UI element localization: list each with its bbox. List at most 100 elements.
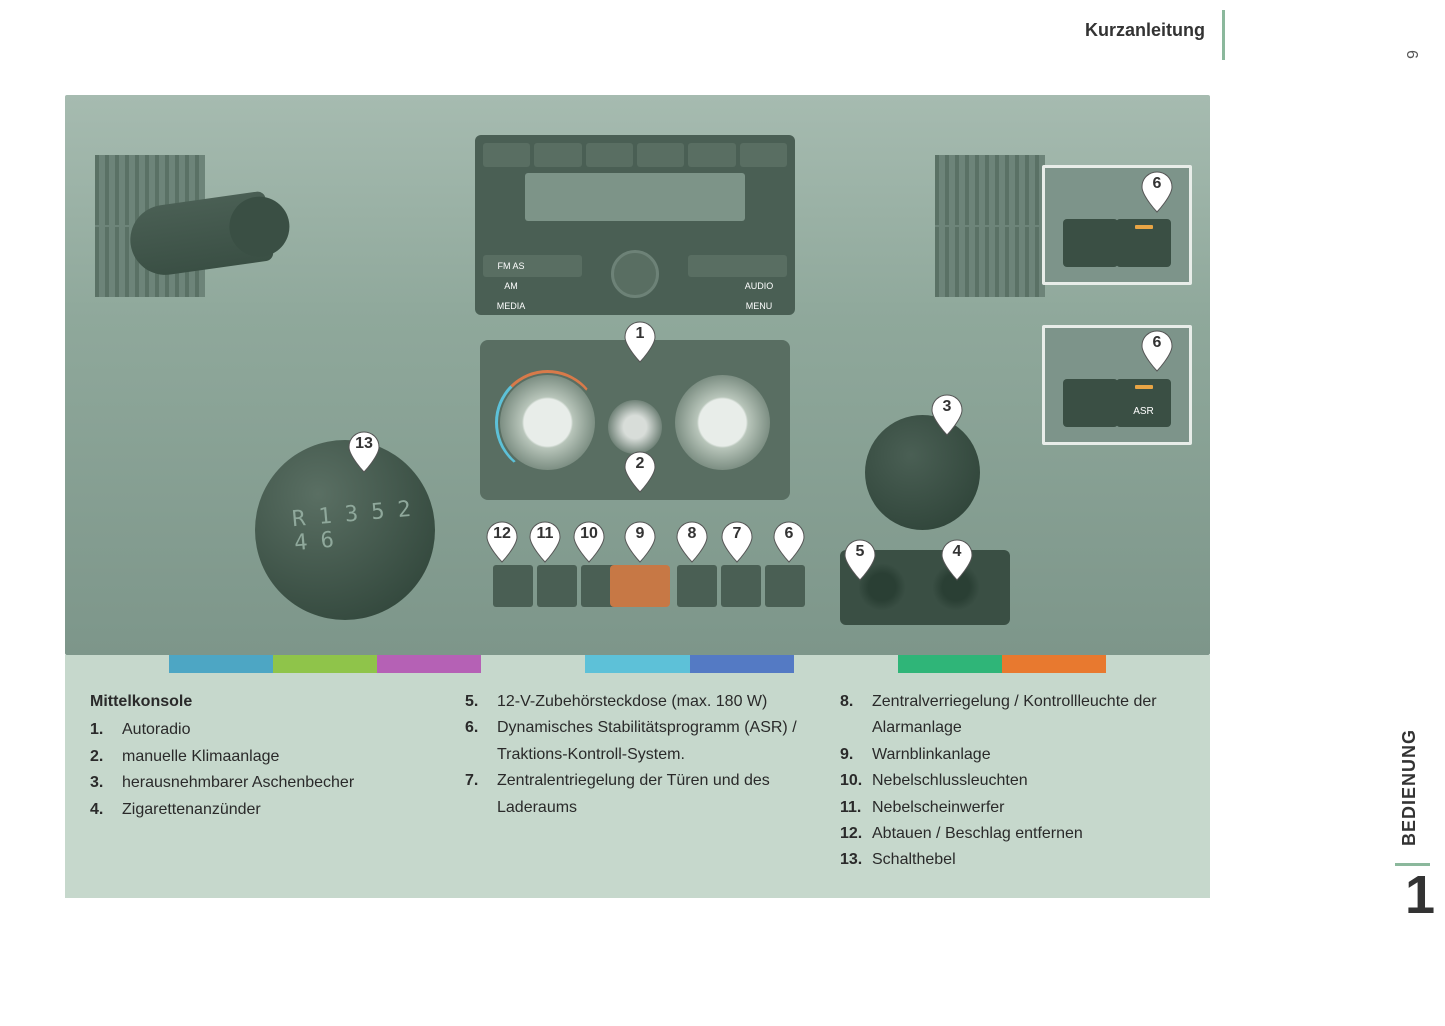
switch-row-right [677, 565, 805, 607]
color-segment [1106, 655, 1210, 673]
color-strip [65, 655, 1210, 673]
legend-item-number: 2. [90, 744, 114, 770]
legend-item-text: manuelle Klimaanlage [122, 744, 435, 770]
radio-label-fm: FM AS [487, 261, 535, 271]
radio-btn [534, 143, 581, 167]
color-segment [1002, 655, 1106, 673]
legend-item-number: 12. [840, 821, 864, 847]
legend-item-number: 5. [465, 689, 489, 715]
radio-label-audio: AUDIO [735, 281, 783, 291]
color-segment [65, 655, 169, 673]
gear-knob: R 1 3 5 2 4 6 [255, 440, 435, 620]
radio-btn [740, 143, 787, 167]
legend-item: 6.Dynamisches Stabilitätsprogramm (ASR) … [465, 715, 810, 768]
radio-btn [637, 143, 684, 167]
radio-btn [688, 143, 735, 167]
legend-item-text: Abtauen / Beschlag entfernen [872, 821, 1185, 847]
callout-marker-4: 4 [940, 538, 974, 582]
color-segment [794, 655, 898, 673]
legend-col-2: 5. 12-V-Zubehörsteckdose (max. 180 W)6.Dy… [465, 689, 810, 874]
legend-item: 1. Autoradio [90, 717, 435, 743]
legend-item-text: Zigarettenanzünder [122, 797, 435, 823]
radio-label-am: AM [487, 281, 535, 291]
legend-title: Mittelkonsole [90, 689, 435, 715]
legend-item-number: 9. [840, 742, 864, 768]
callout-marker-8: 8 [675, 520, 709, 564]
legend-item: 11.Nebelscheinwerfer [840, 795, 1185, 821]
legend-item-text: Warnblinkanlage [872, 742, 1185, 768]
legend-item: 13. Schalthebel [840, 847, 1185, 873]
callout-marker-7: 7 [720, 520, 754, 564]
inset-esp-btn [1116, 219, 1171, 267]
inset-led [1135, 385, 1153, 389]
legend-item: 9. Warnblinkanlage [840, 742, 1185, 768]
legend-item: 5. 12-V-Zubehörsteckdose (max. 180 W) [465, 689, 810, 715]
legend-item-text: Zentralverriegelung / Kontrollleuchte de… [872, 689, 1185, 742]
radio-btn-audio [688, 255, 787, 277]
inset-lock-btn [1063, 379, 1118, 427]
callout-marker-10: 10 [572, 520, 606, 564]
callout-marker-5: 5 [843, 538, 877, 582]
callout-marker-1: 1 [623, 320, 657, 364]
inset-lock-btn [1063, 219, 1118, 267]
legend-item-number: 11. [840, 795, 864, 821]
temp-arc [495, 370, 600, 475]
legend-col-1: Mittelkonsole 1. Autoradio 2. manuelle Klim… [90, 689, 435, 874]
radio-btn [586, 143, 633, 167]
radio-btn [483, 143, 530, 167]
legend-col-3: 8.Zentralverriegelung / Kontrollleuchte … [840, 689, 1185, 874]
chapter-number: 1 [1405, 864, 1435, 926]
legend-item-text: herausnehmbarer Aschenbecher [122, 770, 435, 796]
callout-marker-6: 6 [772, 520, 806, 564]
callout-marker-3: 3 [930, 393, 964, 437]
page-header: Kurzanleitung [1085, 20, 1205, 41]
color-segment [481, 655, 585, 673]
color-segment [377, 655, 481, 673]
page-number-top: 6 [1402, 50, 1420, 59]
switch-12 [493, 565, 533, 607]
radio-screen [525, 173, 745, 221]
radio-label-menu: MENU [735, 301, 783, 311]
legend-item-text: 12-V-Zubehörsteckdose (max. 180 W) [497, 689, 810, 715]
legend-item-number: 1. [90, 717, 114, 743]
color-segment [273, 655, 377, 673]
legend-item: 10. Nebelschlussleuchten [840, 768, 1185, 794]
switch-8 [677, 565, 717, 607]
switch-row [493, 565, 621, 607]
legend-item: 12. Abtauen / Beschlag entfernen [840, 821, 1185, 847]
callout-marker-6: 6 [1140, 170, 1174, 214]
radio-top-buttons [475, 143, 795, 167]
color-segment [169, 655, 273, 673]
legend-item-text: Schalthebel [872, 847, 1185, 873]
radio-unit: FM AS AM MEDIA AUDIO MENU [475, 135, 795, 315]
color-segment [898, 655, 1002, 673]
airflow-dial [675, 375, 770, 470]
legend-item: 3. herausnehmbarer Aschenbecher [90, 770, 435, 796]
callout-marker-6: 6 [1140, 329, 1174, 373]
color-segment [690, 655, 794, 673]
legend-item-number: 4. [90, 797, 114, 823]
switch-11 [537, 565, 577, 607]
callout-marker-13: 13 [347, 430, 381, 474]
switch-7 [721, 565, 761, 607]
legend-item-number: 13. [840, 847, 864, 873]
temperature-dial [500, 375, 595, 470]
callout-marker-11: 11 [528, 520, 562, 564]
legend-item: 2. manuelle Klimaanlage [90, 744, 435, 770]
legend-item-text: Nebelschlussleuchten [872, 768, 1185, 794]
legend-item-number: 10. [840, 768, 864, 794]
legend-item: 7.Zentralentriegelung der Türen und des … [465, 768, 810, 821]
inset-asr-btn: ASR [1116, 379, 1171, 427]
legend-item-text: Autoradio [122, 717, 435, 743]
gear-pattern: R 1 3 5 2 4 6 [291, 496, 437, 557]
legend-item-number: 3. [90, 770, 114, 796]
legend-item: 8.Zentralverriegelung / Kontrollleuchte … [840, 689, 1185, 742]
dashboard-diagram: FM AS AM MEDIA AUDIO MENU R 1 3 5 2 4 6 [65, 95, 1210, 655]
callout-marker-9: 9 [623, 520, 657, 564]
legend-item-number: 7. [465, 768, 489, 821]
legend-item: 4. Zigarettenanzünder [90, 797, 435, 823]
header-divider [1222, 10, 1225, 60]
inset-asr-label: ASR [1116, 406, 1171, 417]
legend-item-text: Zentralentriegelung der Türen und des La… [497, 768, 810, 821]
vent-right [935, 155, 1045, 295]
